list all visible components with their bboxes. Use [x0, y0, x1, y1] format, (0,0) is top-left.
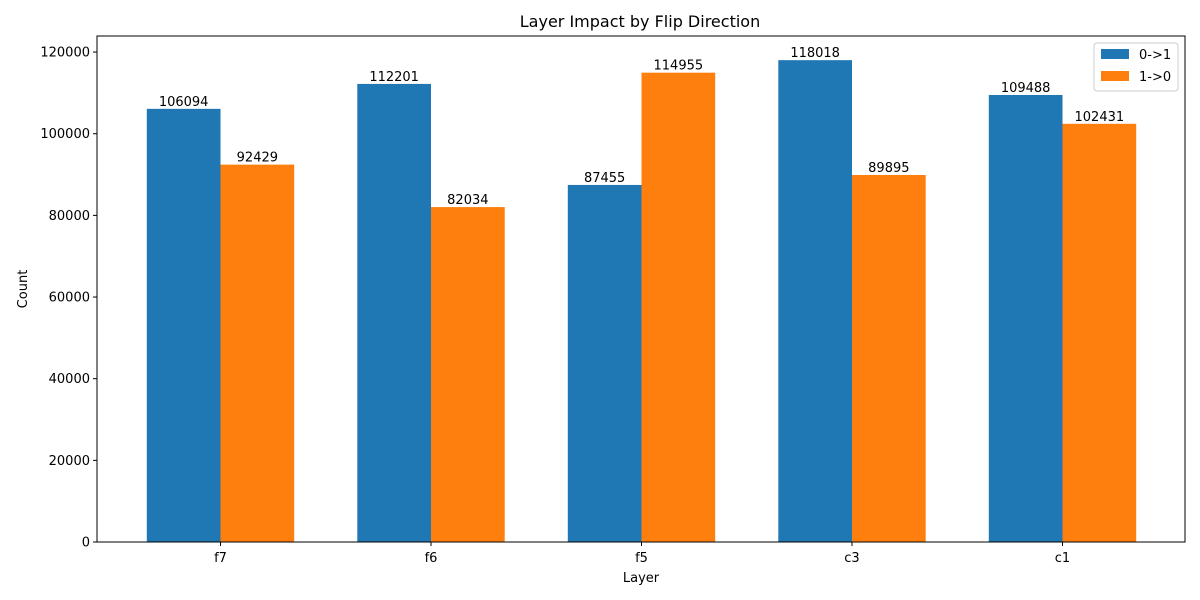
y-tick-label-120000: 120000 [40, 46, 90, 61]
y-axis-title: Count [16, 270, 31, 309]
legend-label-series-1: 0->1 [1139, 48, 1171, 63]
bar-c1-series-1 [988, 94, 1063, 542]
data-label-c1-series-2: 102431 [1075, 110, 1125, 125]
data-label-c1-series-1: 109488 [1001, 81, 1051, 96]
x-tick-label-f6: f6 [425, 551, 438, 566]
data-label-c3-series-2: 89895 [868, 161, 909, 176]
y-tick-label-100000: 100000 [40, 127, 90, 142]
x-tick-label-c1: c1 [1055, 551, 1070, 566]
bar-f6-series-2 [431, 207, 505, 542]
data-label-f6-series-1: 112201 [369, 70, 419, 85]
legend: 0->1 1->0 [1093, 42, 1179, 92]
x-tick-label-f5: f5 [635, 551, 648, 566]
data-label-f5-series-2: 114955 [654, 59, 704, 74]
bar-c1-series-2 [1062, 123, 1137, 542]
bar-c3-series-1 [778, 60, 852, 542]
bar-f5-series-1 [567, 184, 642, 542]
x-tick-label-f7: f7 [214, 551, 227, 566]
y-tick-label-40000: 40000 [49, 372, 90, 387]
bar-f5-series-2 [641, 72, 716, 542]
y-tick-label-0: 0 [82, 536, 90, 551]
x-axis-title: Layer [623, 571, 660, 586]
y-axis: 0 20000 40000 60000 80000 100000 120000 [40, 46, 97, 551]
x-axis: f7 f6 f5 c3 c1 [214, 542, 1070, 566]
data-label-c3-series-1: 118018 [790, 46, 840, 61]
bar-c3-series-2 [852, 174, 926, 542]
y-tick-label-20000: 20000 [49, 454, 90, 469]
y-tick-label-60000: 60000 [49, 291, 90, 306]
data-label-f5-series-1: 87455 [584, 171, 625, 186]
legend-swatch-series-2 [1101, 71, 1129, 81]
x-tick-label-c3: c3 [844, 551, 859, 566]
bar-f6-series-1 [357, 83, 431, 542]
legend-swatch-series-1 [1101, 49, 1129, 59]
bar-f7-series-1 [146, 108, 221, 542]
data-label-f7-series-2: 92429 [237, 151, 278, 166]
chart-title: Layer Impact by Flip Direction [520, 12, 760, 31]
bars-group [146, 60, 1137, 543]
legend-label-series-2: 1->0 [1139, 70, 1171, 85]
data-label-f6-series-2: 82034 [447, 193, 488, 208]
y-tick-label-80000: 80000 [49, 209, 90, 224]
data-labels-group: 106094 112201 87455 118018 109488 92429 82034 1… [159, 46, 1124, 208]
bar-f7-series-2 [220, 164, 295, 543]
data-label-f7-series-1: 106094 [159, 95, 209, 110]
